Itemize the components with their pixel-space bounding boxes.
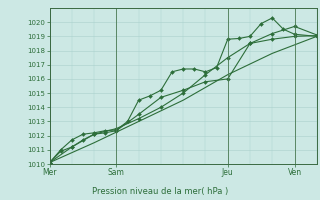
Text: Pression niveau de la mer( hPa ): Pression niveau de la mer( hPa ) (92, 187, 228, 196)
